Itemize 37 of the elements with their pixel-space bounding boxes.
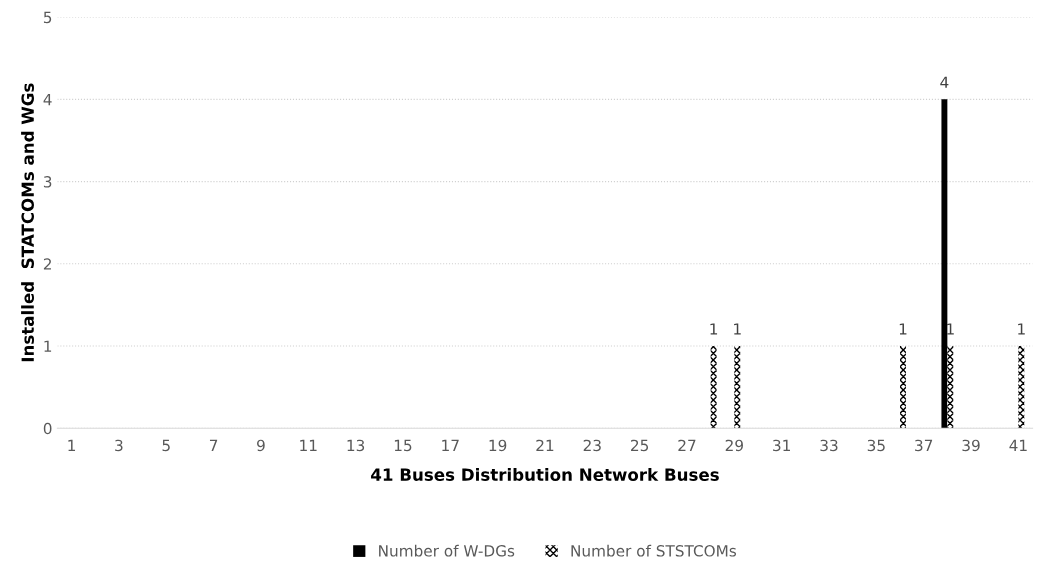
data-label: 1	[734, 323, 741, 335]
x-tick-label: 7	[209, 439, 218, 451]
y-tick-label: 4	[43, 94, 52, 106]
data-label: 4	[940, 76, 949, 88]
data-label: 1	[1018, 323, 1025, 335]
data-label: 1	[947, 323, 954, 335]
y-tick-label: 0	[43, 422, 52, 435]
x-tick-label: 35	[867, 439, 885, 452]
x-tick-label: 19	[489, 439, 507, 452]
y-tick-label: 2	[43, 258, 51, 270]
x-tick-label: 15	[394, 439, 412, 452]
y-tick-label: 1	[44, 340, 52, 352]
x-tick-label: 41	[1009, 439, 1027, 451]
x-tick-label: 13	[347, 439, 365, 452]
x-tick-label: 3	[115, 439, 123, 452]
data-label: 1	[899, 323, 907, 335]
x-tick-label: 1	[68, 439, 76, 451]
x-tick-label: 27	[678, 439, 696, 451]
x-tick-label: 9	[257, 439, 265, 452]
x-axis-title: 41 Buses Distribution Network Buses	[371, 468, 719, 481]
x-tick-label: 37	[915, 439, 933, 452]
x-tick-label: 33	[820, 439, 838, 452]
y-tick-label: 5	[43, 11, 52, 24]
x-tick-label: 25	[631, 439, 649, 452]
x-tick-label: 5	[162, 439, 170, 452]
y-axis-title: Installed STATCOMs and WGs	[21, 83, 34, 362]
x-tick-label: 11	[300, 439, 317, 451]
x-tick-label: 29	[725, 439, 743, 452]
y-tick-label: 3	[43, 176, 52, 188]
data-label: 1	[710, 323, 718, 335]
x-tick-label: 23	[583, 439, 601, 452]
legend-label: Number of W-DGs	[379, 544, 515, 557]
x-tick-label: 21	[536, 439, 554, 451]
x-tick-label: 17	[442, 439, 459, 451]
legend-label: Number of STSTCOMs	[571, 544, 737, 557]
x-tick-label: 31	[773, 439, 790, 452]
x-tick-label: 39	[962, 439, 980, 452]
